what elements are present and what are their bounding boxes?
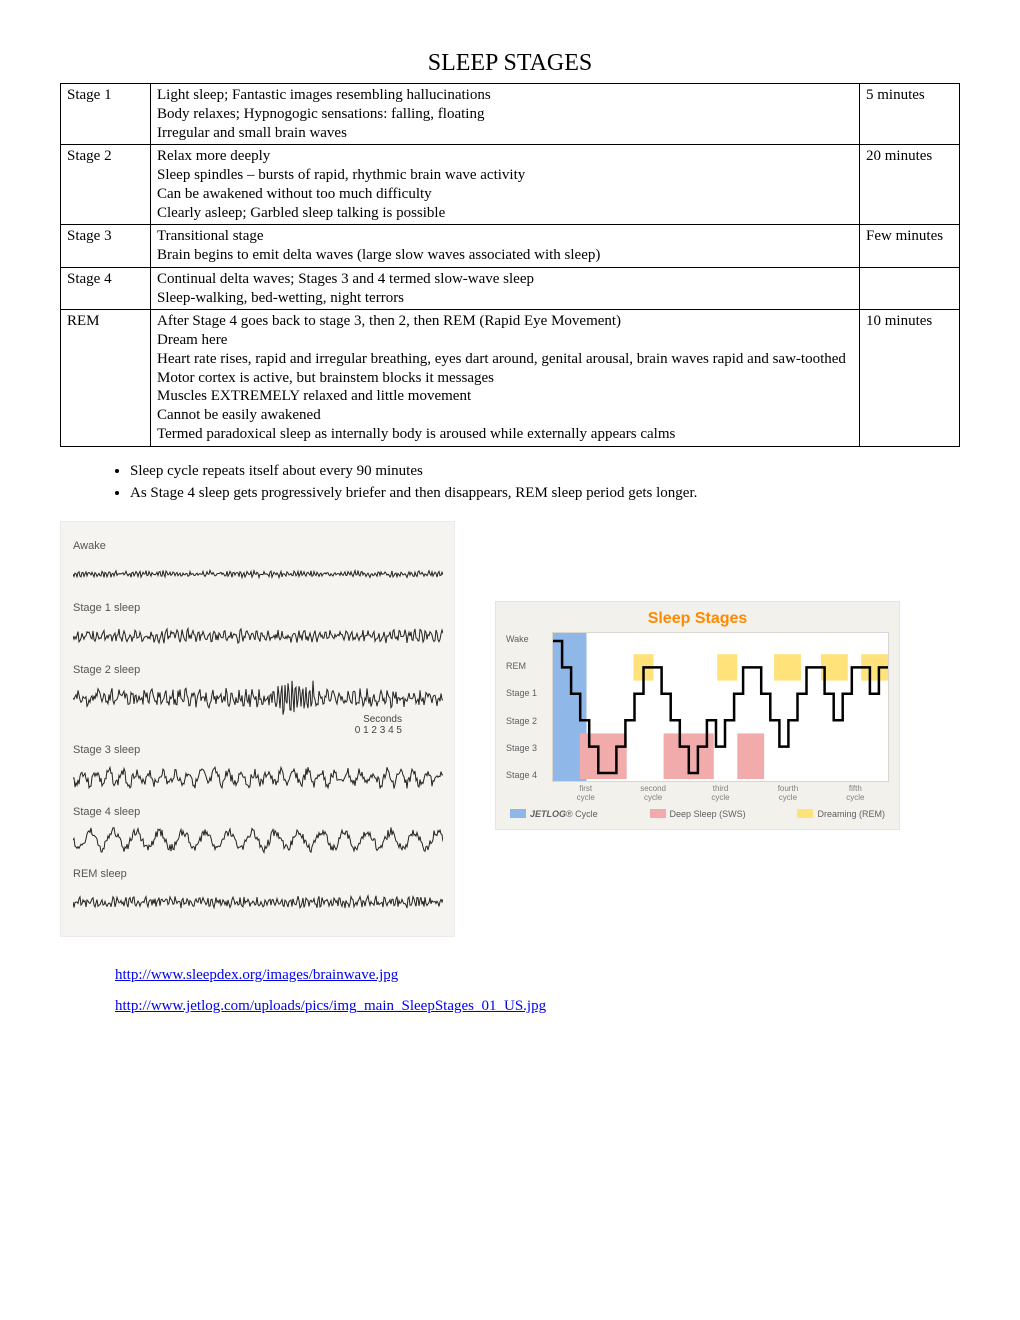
source-links: http://www.sleepdex.org/images/brainwave… <box>115 967 960 1015</box>
seconds-scale: Seconds0 1 2 3 4 5 <box>73 714 442 736</box>
page-title: SLEEP STAGES <box>60 50 960 77</box>
cycle-chart-area <box>552 632 889 782</box>
table-row: Stage 3Transitional stageBrain begins to… <box>61 225 960 268</box>
table-row: Stage 1Light sleep; Fantastic images res… <box>61 84 960 145</box>
cycle-title: Sleep Stages <box>506 610 889 628</box>
list-item: Sleep cycle repeats itself about every 9… <box>130 461 960 481</box>
legend-item: Dreaming (REM) <box>797 809 885 819</box>
brainwave-stage-label: REM sleep <box>73 868 442 880</box>
table-row: Stage 4Continual delta waves; Stages 3 a… <box>61 267 960 310</box>
table-row: Stage 2Relax more deeplySleep spindles –… <box>61 145 960 225</box>
brainwave-stage-label: Awake <box>73 540 442 552</box>
cycle-y-axis: WakeREMStage 1Stage 2Stage 3Stage 4 <box>506 632 552 782</box>
brainwave-svg <box>73 758 443 798</box>
brainwave-figure: Awake Stage 1 sleep Stage 2 sleep Seconds0 … <box>60 521 455 937</box>
brainwave-stage-label: Stage 1 sleep <box>73 602 442 614</box>
list-item: As Stage 4 sleep gets progressively brie… <box>130 483 960 503</box>
table-row: REMAfter Stage 4 goes back to stage 3, t… <box>61 310 960 446</box>
brainwave-stage-label: Stage 2 sleep <box>73 664 442 676</box>
brainwave-stage-label: Stage 4 sleep <box>73 806 442 818</box>
brainwave-svg <box>73 882 443 922</box>
brainwave-svg <box>73 616 443 656</box>
brainwave-stage-label: Stage 3 sleep <box>73 744 442 756</box>
sleep-stages-table: Stage 1Light sleep; Fantastic images res… <box>60 83 960 447</box>
sleep-cycle-figure: Sleep Stages WakeREMStage 1Stage 2Stage … <box>495 601 900 830</box>
legend-item: Deep Sleep (SWS) <box>650 809 746 819</box>
brainwave-svg <box>73 820 443 860</box>
cycle-legend: JETLOG® Cycle Deep Sleep (SWS) Dreaming (R… <box>506 809 889 819</box>
legend-item: JETLOG® Cycle <box>510 809 598 819</box>
source-link-2[interactable]: http://www.jetlog.com/uploads/pics/img_m… <box>115 998 546 1014</box>
source-link-1[interactable]: http://www.sleepdex.org/images/brainwave… <box>115 967 398 983</box>
brainwave-svg <box>73 554 443 594</box>
brainwave-svg <box>73 678 443 718</box>
notes-list: Sleep cycle repeats itself about every 9… <box>130 461 960 504</box>
cycle-x-axis: first cyclesecond cyclethird cyclefourth… <box>552 785 889 803</box>
